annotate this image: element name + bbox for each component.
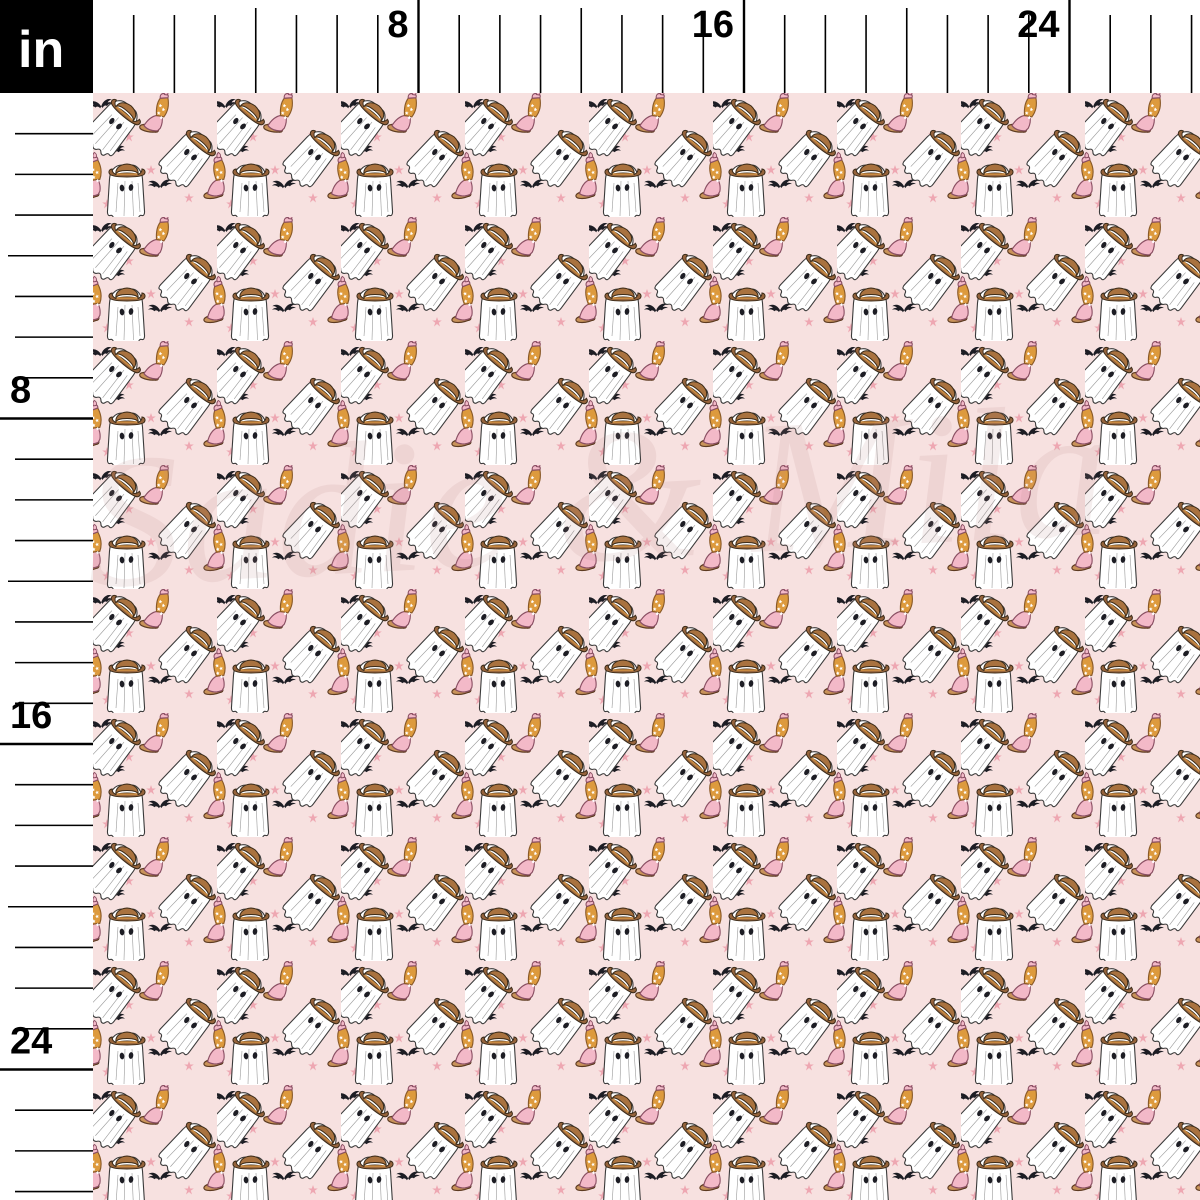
svg-text:16: 16	[692, 4, 734, 46]
svg-text:8: 8	[10, 370, 31, 412]
svg-text:16: 16	[10, 695, 52, 737]
svg-text:24: 24	[1017, 4, 1059, 46]
svg-text:in: in	[18, 21, 64, 79]
svg-text:8: 8	[387, 4, 408, 46]
svg-text:24: 24	[10, 1021, 52, 1063]
